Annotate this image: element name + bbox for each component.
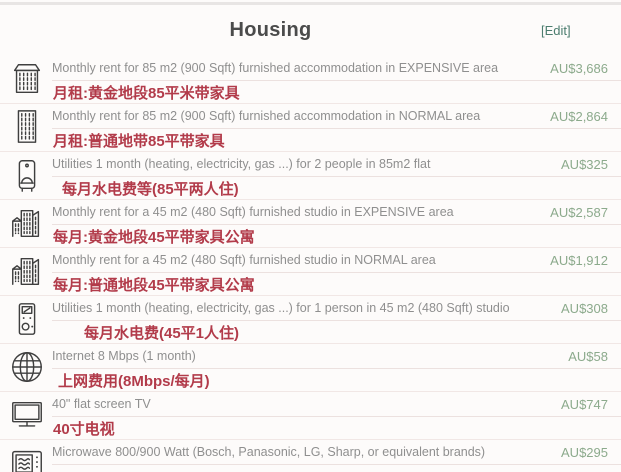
- item-description-en: Monthly rent for 85 m2 (900 Sqft) furnis…: [52, 108, 481, 123]
- item-description-en: Utilities 1 month (heating, electricity,…: [52, 300, 510, 315]
- item-price: AU$58: [568, 348, 608, 364]
- water-heater-icon: [8, 156, 46, 194]
- apartment-building-icon: [8, 60, 46, 98]
- item-line-en: Utilities 1 month (heating, electricity,…: [52, 296, 621, 321]
- globe-icon: [8, 348, 46, 386]
- item-price: AU$1,912: [550, 252, 608, 268]
- item-annotation-zh: 上网费用(8Mbps/每月): [0, 369, 621, 392]
- item-line-en: Utilities 1 month (heating, electricity,…: [52, 152, 621, 177]
- table-row: Monthly rent for 85 m2 (900 Sqft) furnis…: [0, 104, 621, 152]
- item-description-en: Internet 8 Mbps (1 month): [52, 348, 196, 363]
- item-annotation-zh: 每月:黄金地段45平带家具公寓: [0, 225, 621, 248]
- top-divider: [0, 2, 621, 5]
- electric-meter-icon: [8, 300, 46, 338]
- item-description-en: 40" flat screen TV: [52, 396, 151, 411]
- item-annotation-zh: [0, 465, 621, 472]
- item-annotation-zh: 每月:普通地段45平带家具公寓: [0, 273, 621, 296]
- table-row: Monthly rent for a 45 m2 (480 Sqft) furn…: [0, 200, 621, 248]
- table-header: Housing [Edit]: [0, 5, 621, 53]
- item-line-en: Monthly rent for a 45 m2 (480 Sqft) furn…: [52, 200, 621, 225]
- item-line-en: Monthly rent for 85 m2 (900 Sqft) furnis…: [52, 104, 621, 129]
- table-row: Internet 8 Mbps (1 month) AU$58 上网费用(8Mb…: [0, 344, 621, 392]
- city-buildings-icon: [8, 252, 46, 290]
- title-cell: Housing: [0, 19, 541, 42]
- edit-link[interactable]: [Edit]: [541, 22, 571, 38]
- table-row: Utilities 1 month (heating, electricity,…: [0, 296, 621, 344]
- item-line-en: Monthly rent for a 45 m2 (480 Sqft) furn…: [52, 248, 621, 273]
- table-row: 40" flat screen TV AU$747 40寸电视: [0, 392, 621, 440]
- microwave-icon: [8, 444, 46, 472]
- tall-building-icon: [8, 108, 46, 146]
- table-row: Monthly rent for 85 m2 (900 Sqft) furnis…: [0, 56, 621, 104]
- items-list: Monthly rent for 85 m2 (900 Sqft) furnis…: [0, 56, 621, 472]
- item-annotation-zh: 40寸电视: [0, 417, 621, 440]
- item-annotation-zh: 每月水电费(45平1人住): [0, 321, 621, 344]
- tv-icon: [8, 396, 46, 434]
- item-price: AU$308: [561, 300, 608, 316]
- item-description-en: Monthly rent for a 45 m2 (480 Sqft) furn…: [52, 252, 436, 267]
- city-buildings-icon: [8, 204, 46, 242]
- page-title: Housing: [229, 19, 312, 41]
- item-price: AU$3,686: [550, 60, 608, 76]
- item-price: AU$2,587: [550, 204, 608, 220]
- item-price: AU$2,864: [550, 108, 608, 124]
- item-description-en: Utilities 1 month (heating, electricity,…: [52, 156, 431, 171]
- item-description-en: Monthly rent for 85 m2 (900 Sqft) furnis…: [52, 60, 499, 75]
- item-description-en: Monthly rent for a 45 m2 (480 Sqft) furn…: [52, 204, 454, 219]
- item-price: AU$295: [561, 444, 608, 460]
- item-annotation-zh: 每月水电费等(85平两人住): [0, 177, 621, 200]
- item-annotation-zh: 月租:普通地带85平带家具: [0, 129, 621, 152]
- item-line-en: Microwave 800/900 Watt (Bosch, Panasonic…: [52, 440, 621, 465]
- table-row: Microwave 800/900 Watt (Bosch, Panasonic…: [0, 440, 621, 472]
- item-line-en: Monthly rent for 85 m2 (900 Sqft) furnis…: [52, 56, 621, 81]
- table-row: Utilities 1 month (heating, electricity,…: [0, 152, 621, 200]
- item-line-en: 40" flat screen TV AU$747: [52, 392, 621, 417]
- item-annotation-zh: 月租:黄金地段85平米带家具: [0, 81, 621, 104]
- item-line-en: Internet 8 Mbps (1 month) AU$58: [52, 344, 621, 369]
- item-price: AU$325: [561, 156, 608, 172]
- edit-cell: [Edit]: [541, 22, 621, 40]
- item-description-en: Microwave 800/900 Watt (Bosch, Panasonic…: [52, 444, 486, 459]
- item-price: AU$747: [561, 396, 608, 412]
- table-row: Monthly rent for a 45 m2 (480 Sqft) furn…: [0, 248, 621, 296]
